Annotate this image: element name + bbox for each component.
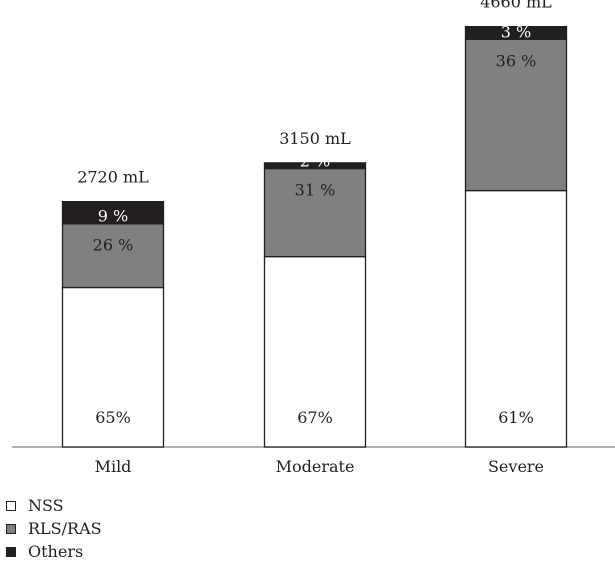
segment-label-rls-ras-moderate: 31 % — [295, 181, 336, 200]
total-label-moderate: 3150 mL — [279, 129, 351, 148]
bar-segment-rls-ras-moderate — [263, 167, 367, 258]
total-label-mild: 2720 mL — [77, 168, 149, 187]
bar-segment-others-mild — [61, 200, 165, 225]
legend-item-rls-ras: RLS/RAS — [6, 517, 102, 540]
legend-item-others: Others — [6, 540, 102, 563]
segment-label-nss-severe: 61% — [498, 408, 534, 427]
legend-label-rls-ras: RLS/RAS — [28, 519, 102, 538]
segment-label-others-mild: 9 % — [98, 207, 128, 226]
segment-label-rls-ras-severe: 36 % — [496, 51, 537, 70]
bar-segment-others-severe — [464, 25, 568, 40]
legend-item-nss: NSS — [6, 494, 102, 517]
bar-segment-nss-mild — [61, 286, 165, 448]
legend-swatch-nss — [6, 500, 16, 511]
segment-label-nss-mild: 65% — [95, 408, 131, 427]
bar-segment-rls-ras-mild — [61, 223, 165, 289]
legend-label-others: Others — [28, 542, 84, 561]
bar-segment-rls-ras-severe — [464, 38, 568, 192]
x-tick-label-severe: Severe — [488, 457, 544, 476]
bar-segment-others-moderate — [263, 162, 367, 170]
total-label-severe: 4660 mL — [480, 0, 552, 12]
legend: NSS RLS/RAS Others — [6, 494, 102, 563]
legend-swatch-rls-ras — [6, 523, 16, 534]
segment-label-others-moderate: 2 % — [300, 152, 330, 171]
legend-label-nss: NSS — [28, 496, 64, 515]
x-tick-label-mild: Mild — [95, 457, 132, 476]
legend-swatch-others — [6, 546, 16, 557]
segment-label-nss-moderate: 67% — [297, 408, 333, 427]
bar-segment-nss-severe — [464, 189, 568, 448]
x-tick-label-moderate: Moderate — [276, 457, 355, 476]
segment-label-others-severe: 3 % — [501, 22, 531, 41]
segment-label-rls-ras-mild: 26 % — [93, 236, 134, 255]
bar-segment-nss-moderate — [263, 255, 367, 448]
